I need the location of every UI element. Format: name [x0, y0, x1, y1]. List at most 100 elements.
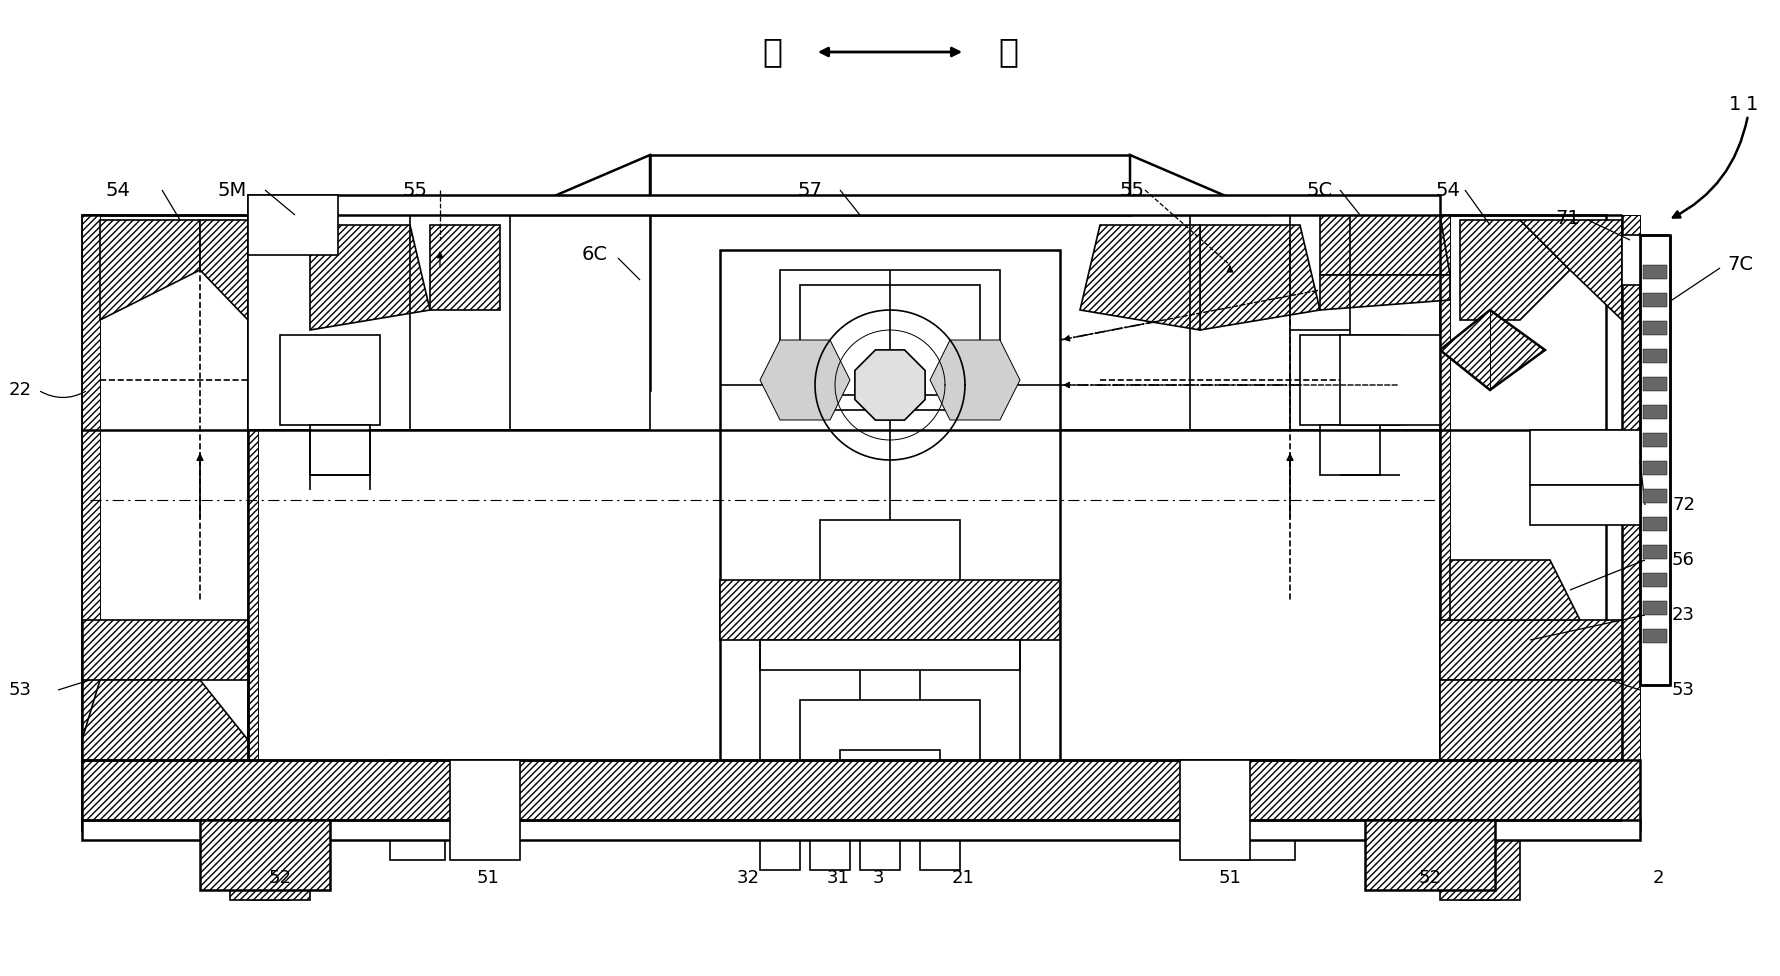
- Text: 54: 54: [105, 181, 130, 199]
- Text: 53: 53: [9, 681, 32, 699]
- Bar: [1622, 235, 1639, 285]
- Bar: [1299, 335, 1401, 425]
- Text: 22: 22: [9, 381, 32, 399]
- Bar: [279, 335, 379, 425]
- Bar: [860, 820, 901, 870]
- Polygon shape: [1321, 275, 1451, 310]
- Bar: [1643, 461, 1668, 475]
- Bar: [1643, 433, 1668, 447]
- Bar: [821, 520, 959, 600]
- Text: 52: 52: [1419, 869, 1442, 887]
- Text: 72: 72: [1671, 496, 1695, 514]
- Polygon shape: [1460, 220, 1570, 320]
- Text: 55: 55: [1120, 181, 1145, 199]
- Text: 32: 32: [737, 869, 760, 887]
- Bar: [450, 760, 520, 860]
- Bar: [247, 195, 338, 255]
- Polygon shape: [260, 215, 390, 275]
- Text: 1: 1: [1728, 96, 1741, 114]
- Bar: [247, 195, 1440, 215]
- Bar: [82, 760, 1639, 830]
- Text: 57: 57: [797, 181, 822, 199]
- Bar: [920, 820, 959, 870]
- Text: 52: 52: [269, 869, 292, 887]
- Text: 31: 31: [826, 869, 849, 887]
- Bar: [799, 700, 981, 820]
- Bar: [840, 600, 940, 660]
- Polygon shape: [929, 340, 1020, 420]
- Polygon shape: [1440, 310, 1545, 390]
- Bar: [780, 270, 1000, 410]
- Bar: [1321, 425, 1380, 475]
- Bar: [1643, 629, 1668, 643]
- Bar: [840, 750, 940, 820]
- Bar: [82, 215, 100, 830]
- Polygon shape: [100, 220, 199, 320]
- Text: 56: 56: [1671, 551, 1695, 569]
- Bar: [1643, 545, 1668, 559]
- Bar: [810, 820, 851, 870]
- Bar: [230, 830, 310, 900]
- Polygon shape: [511, 155, 650, 215]
- Polygon shape: [1440, 620, 1622, 680]
- Bar: [1643, 573, 1668, 587]
- Bar: [1340, 335, 1440, 425]
- Bar: [760, 640, 1020, 670]
- Bar: [247, 215, 650, 430]
- Bar: [82, 215, 100, 830]
- Polygon shape: [82, 620, 247, 680]
- Bar: [247, 215, 258, 830]
- Text: 右: 右: [999, 35, 1018, 68]
- Bar: [1643, 517, 1668, 531]
- Bar: [799, 285, 981, 395]
- Text: 左: 左: [762, 35, 781, 68]
- Text: 23: 23: [1671, 606, 1695, 624]
- Text: 2: 2: [1652, 869, 1664, 887]
- Bar: [390, 760, 445, 860]
- Text: 51: 51: [477, 869, 500, 887]
- Bar: [1440, 215, 1451, 830]
- Bar: [1643, 321, 1668, 335]
- Polygon shape: [760, 340, 851, 420]
- Polygon shape: [854, 349, 926, 420]
- Polygon shape: [1520, 220, 1622, 320]
- Text: 51: 51: [1219, 869, 1241, 887]
- Bar: [1365, 820, 1495, 890]
- Bar: [719, 580, 1061, 640]
- Bar: [1531, 430, 1639, 485]
- Polygon shape: [260, 275, 390, 310]
- Bar: [310, 425, 370, 475]
- Bar: [1643, 405, 1668, 419]
- Text: 53: 53: [1671, 681, 1695, 699]
- Bar: [82, 215, 247, 830]
- Polygon shape: [1451, 560, 1581, 620]
- Polygon shape: [230, 830, 310, 900]
- Polygon shape: [1080, 225, 1200, 330]
- Text: 5C: 5C: [1307, 181, 1333, 199]
- Text: 21: 21: [952, 869, 974, 887]
- Bar: [199, 820, 329, 890]
- Bar: [1531, 485, 1639, 525]
- Text: 5M: 5M: [217, 181, 247, 199]
- Bar: [82, 820, 1639, 840]
- Bar: [1180, 760, 1250, 860]
- Bar: [760, 820, 799, 870]
- Bar: [1639, 235, 1670, 685]
- Polygon shape: [82, 680, 247, 830]
- Bar: [1440, 830, 1520, 900]
- Text: 55: 55: [402, 181, 427, 199]
- Bar: [1643, 293, 1668, 307]
- Bar: [719, 250, 1061, 820]
- Bar: [1643, 349, 1668, 363]
- Polygon shape: [310, 225, 431, 330]
- Polygon shape: [1440, 830, 1520, 900]
- Text: 71: 71: [1556, 209, 1581, 227]
- Polygon shape: [1130, 155, 1269, 215]
- Bar: [1440, 215, 1606, 830]
- Bar: [1643, 601, 1668, 615]
- Bar: [1241, 760, 1296, 860]
- Bar: [1643, 265, 1668, 279]
- Polygon shape: [1200, 225, 1321, 330]
- Text: 6C: 6C: [582, 246, 609, 264]
- Polygon shape: [650, 155, 1130, 215]
